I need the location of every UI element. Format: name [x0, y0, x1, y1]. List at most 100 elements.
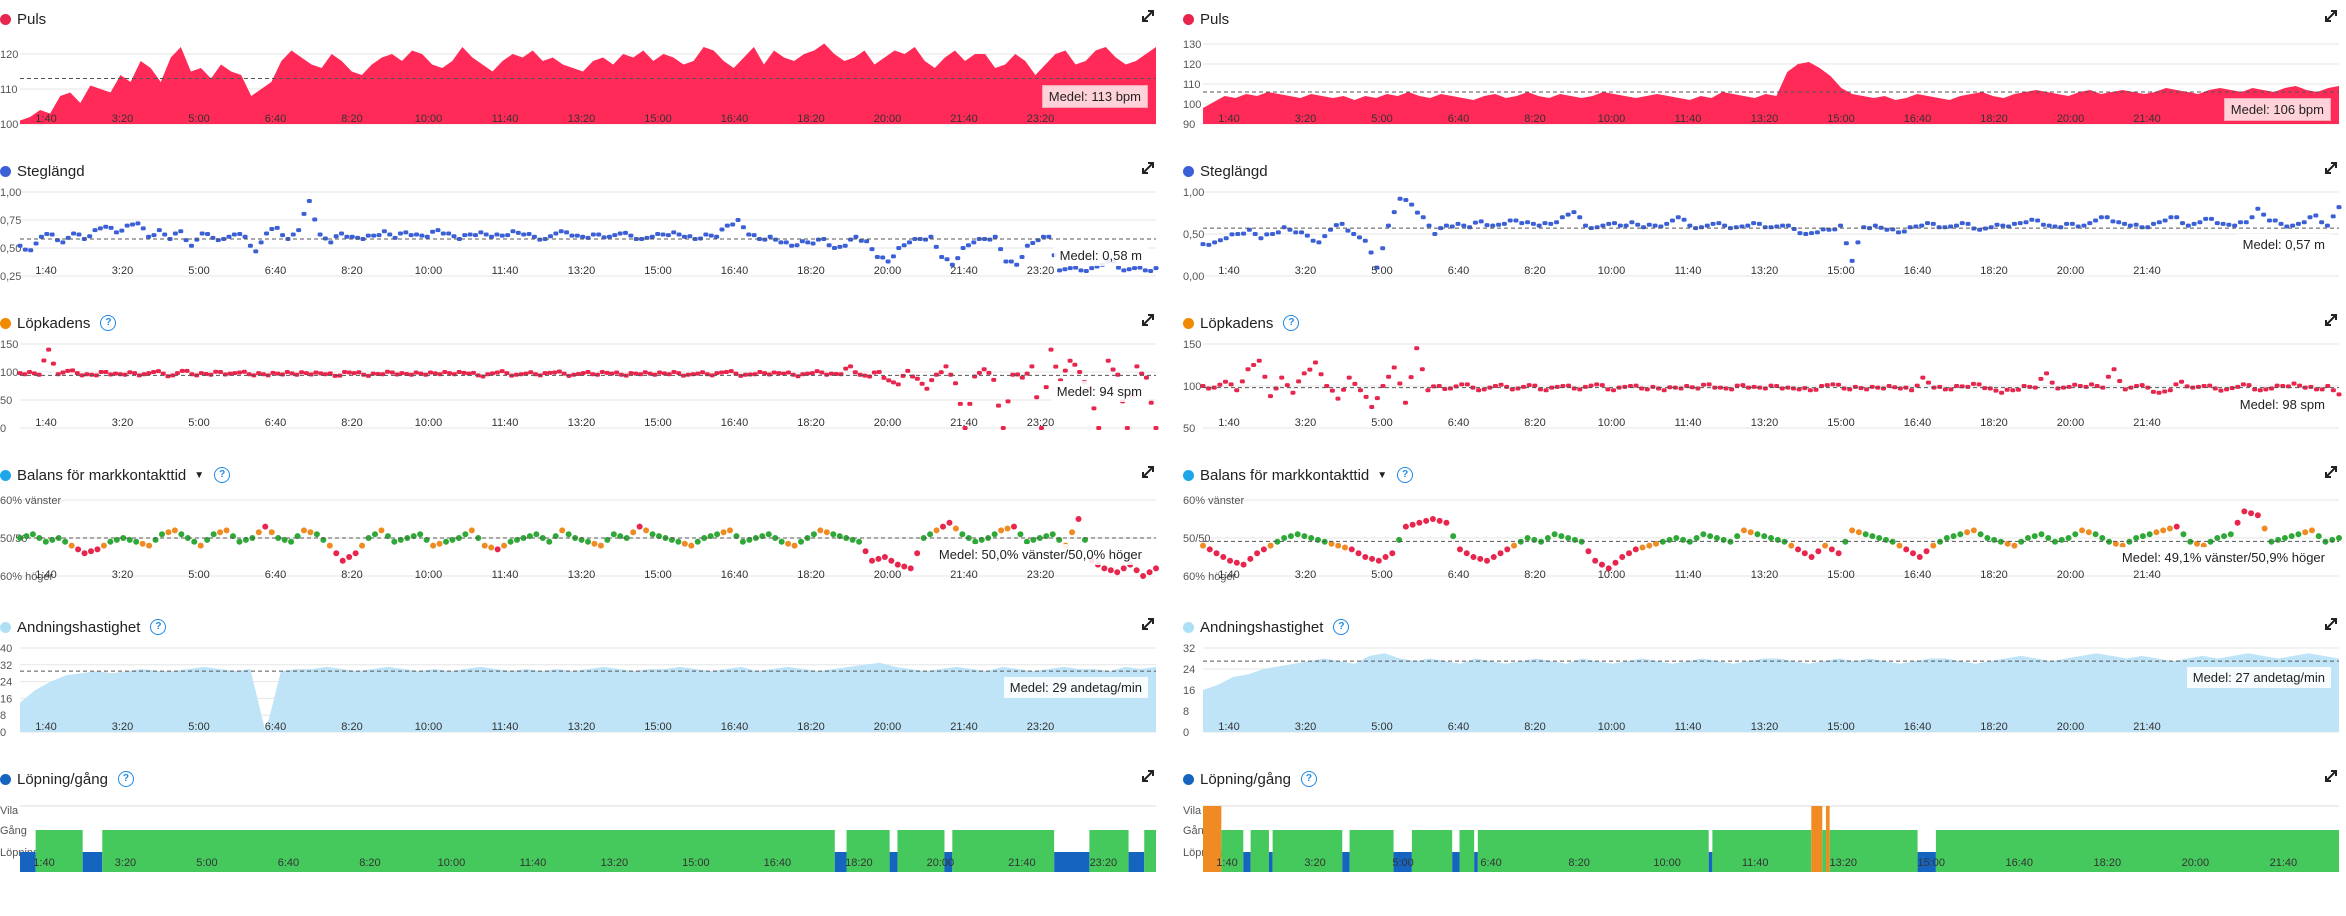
expand-icon[interactable]	[1140, 312, 1156, 328]
data-point	[446, 231, 452, 236]
data-point	[1605, 565, 1612, 572]
expand-icon[interactable]	[1140, 768, 1156, 784]
data-point	[27, 370, 33, 374]
data-point	[472, 233, 478, 238]
data-point	[1139, 371, 1145, 376]
data-point	[914, 550, 921, 557]
data-point	[798, 538, 804, 545]
data-point	[1307, 367, 1313, 372]
x-tick-label: 21:40	[2133, 113, 2161, 125]
help-icon[interactable]: ?	[1333, 619, 1350, 635]
data-point	[100, 542, 107, 549]
expand-icon[interactable]	[2323, 464, 2339, 480]
data-point	[526, 232, 532, 236]
data-point	[2069, 221, 2075, 226]
data-point	[1011, 523, 1017, 530]
help-icon[interactable]: ?	[1300, 771, 1317, 787]
data-point	[146, 234, 152, 239]
expand-icon[interactable]	[2323, 768, 2339, 784]
data-point	[1635, 222, 1641, 227]
data-point	[171, 527, 178, 534]
data-point	[604, 370, 610, 375]
data-point	[848, 364, 854, 369]
data-point	[1134, 364, 1140, 369]
mean-badge: Medel: 50,0% vänster/50,0% höger	[932, 544, 1148, 565]
caret-down-icon[interactable]: ▼	[194, 469, 205, 481]
data-point	[810, 241, 816, 246]
data-point	[766, 372, 772, 377]
data-point	[553, 231, 559, 236]
data-point	[1950, 533, 1957, 540]
x-tick-label: 21:40	[950, 417, 978, 429]
expand-icon[interactable]	[1140, 464, 1156, 480]
data-point	[1213, 550, 1220, 557]
data-point	[256, 371, 262, 376]
data-point	[1982, 226, 1988, 231]
data-point	[1761, 533, 1768, 540]
data-point	[2099, 535, 2106, 541]
help-icon[interactable]: ?	[1397, 467, 1414, 483]
x-tick-label: 15:00	[1827, 569, 1855, 581]
expand-icon[interactable]	[2323, 8, 2339, 24]
legend-dot	[1183, 469, 1194, 481]
y-tick-label: 100	[0, 119, 18, 131]
data-point	[205, 232, 211, 236]
x-tick-label: 21:40	[950, 569, 978, 581]
expand-icon[interactable]	[1140, 8, 1156, 24]
data-point	[151, 233, 157, 238]
data-point	[1324, 384, 1330, 388]
data-point	[1004, 525, 1011, 532]
help-icon[interactable]: ?	[214, 467, 231, 483]
help-icon[interactable]: ?	[1283, 315, 1300, 331]
data-point	[1132, 266, 1138, 271]
data-point	[159, 531, 165, 538]
data-point	[1814, 230, 1820, 235]
expand-icon[interactable]	[1140, 616, 1156, 632]
expand-icon[interactable]	[2323, 160, 2339, 176]
data-point	[982, 237, 988, 242]
data-point	[1301, 371, 1307, 376]
data-point	[1223, 236, 1229, 241]
data-point	[1501, 221, 1507, 226]
data-point	[1594, 382, 1600, 387]
y-tick-label: 90	[1183, 119, 1195, 131]
data-point	[1335, 542, 1342, 549]
data-point	[1374, 396, 1380, 401]
caret-down-icon[interactable]: ▼	[1377, 469, 1388, 481]
help-icon[interactable]: ?	[100, 315, 117, 331]
expand-icon[interactable]	[1140, 160, 1156, 176]
data-point	[2308, 384, 2314, 389]
data-point	[1666, 536, 1673, 543]
data-point	[456, 370, 462, 374]
data-point	[959, 531, 966, 538]
data-point	[1835, 550, 1842, 557]
data-point	[523, 371, 529, 376]
data-point	[1878, 225, 1884, 230]
data-point	[2145, 385, 2151, 390]
x-tick-label: 16:40	[1904, 265, 1932, 277]
data-point	[2052, 538, 2058, 545]
data-point	[112, 371, 118, 376]
data-point	[385, 369, 391, 374]
data-point	[1425, 388, 1431, 393]
data-point	[194, 237, 200, 242]
data-point	[1497, 550, 1504, 557]
x-tick-label: 1:40	[1218, 417, 1239, 429]
x-tick-label: 8:20	[341, 113, 362, 125]
segment-run	[889, 852, 898, 872]
data-point	[1053, 364, 1059, 369]
data-point	[1403, 197, 1409, 202]
expand-icon[interactable]	[2323, 616, 2339, 632]
help-icon[interactable]: ?	[150, 619, 167, 635]
data-point	[671, 230, 677, 235]
data-point	[2207, 538, 2214, 545]
data-point	[119, 228, 125, 233]
panel-title: Andningshastighet	[17, 618, 141, 636]
expand-icon[interactable]	[2323, 312, 2339, 328]
x-tick-label: 8:20	[359, 857, 380, 869]
data-point	[998, 247, 1004, 252]
data-point	[585, 538, 591, 545]
help-icon[interactable]: ?	[117, 771, 134, 787]
data-point	[1554, 384, 1560, 389]
